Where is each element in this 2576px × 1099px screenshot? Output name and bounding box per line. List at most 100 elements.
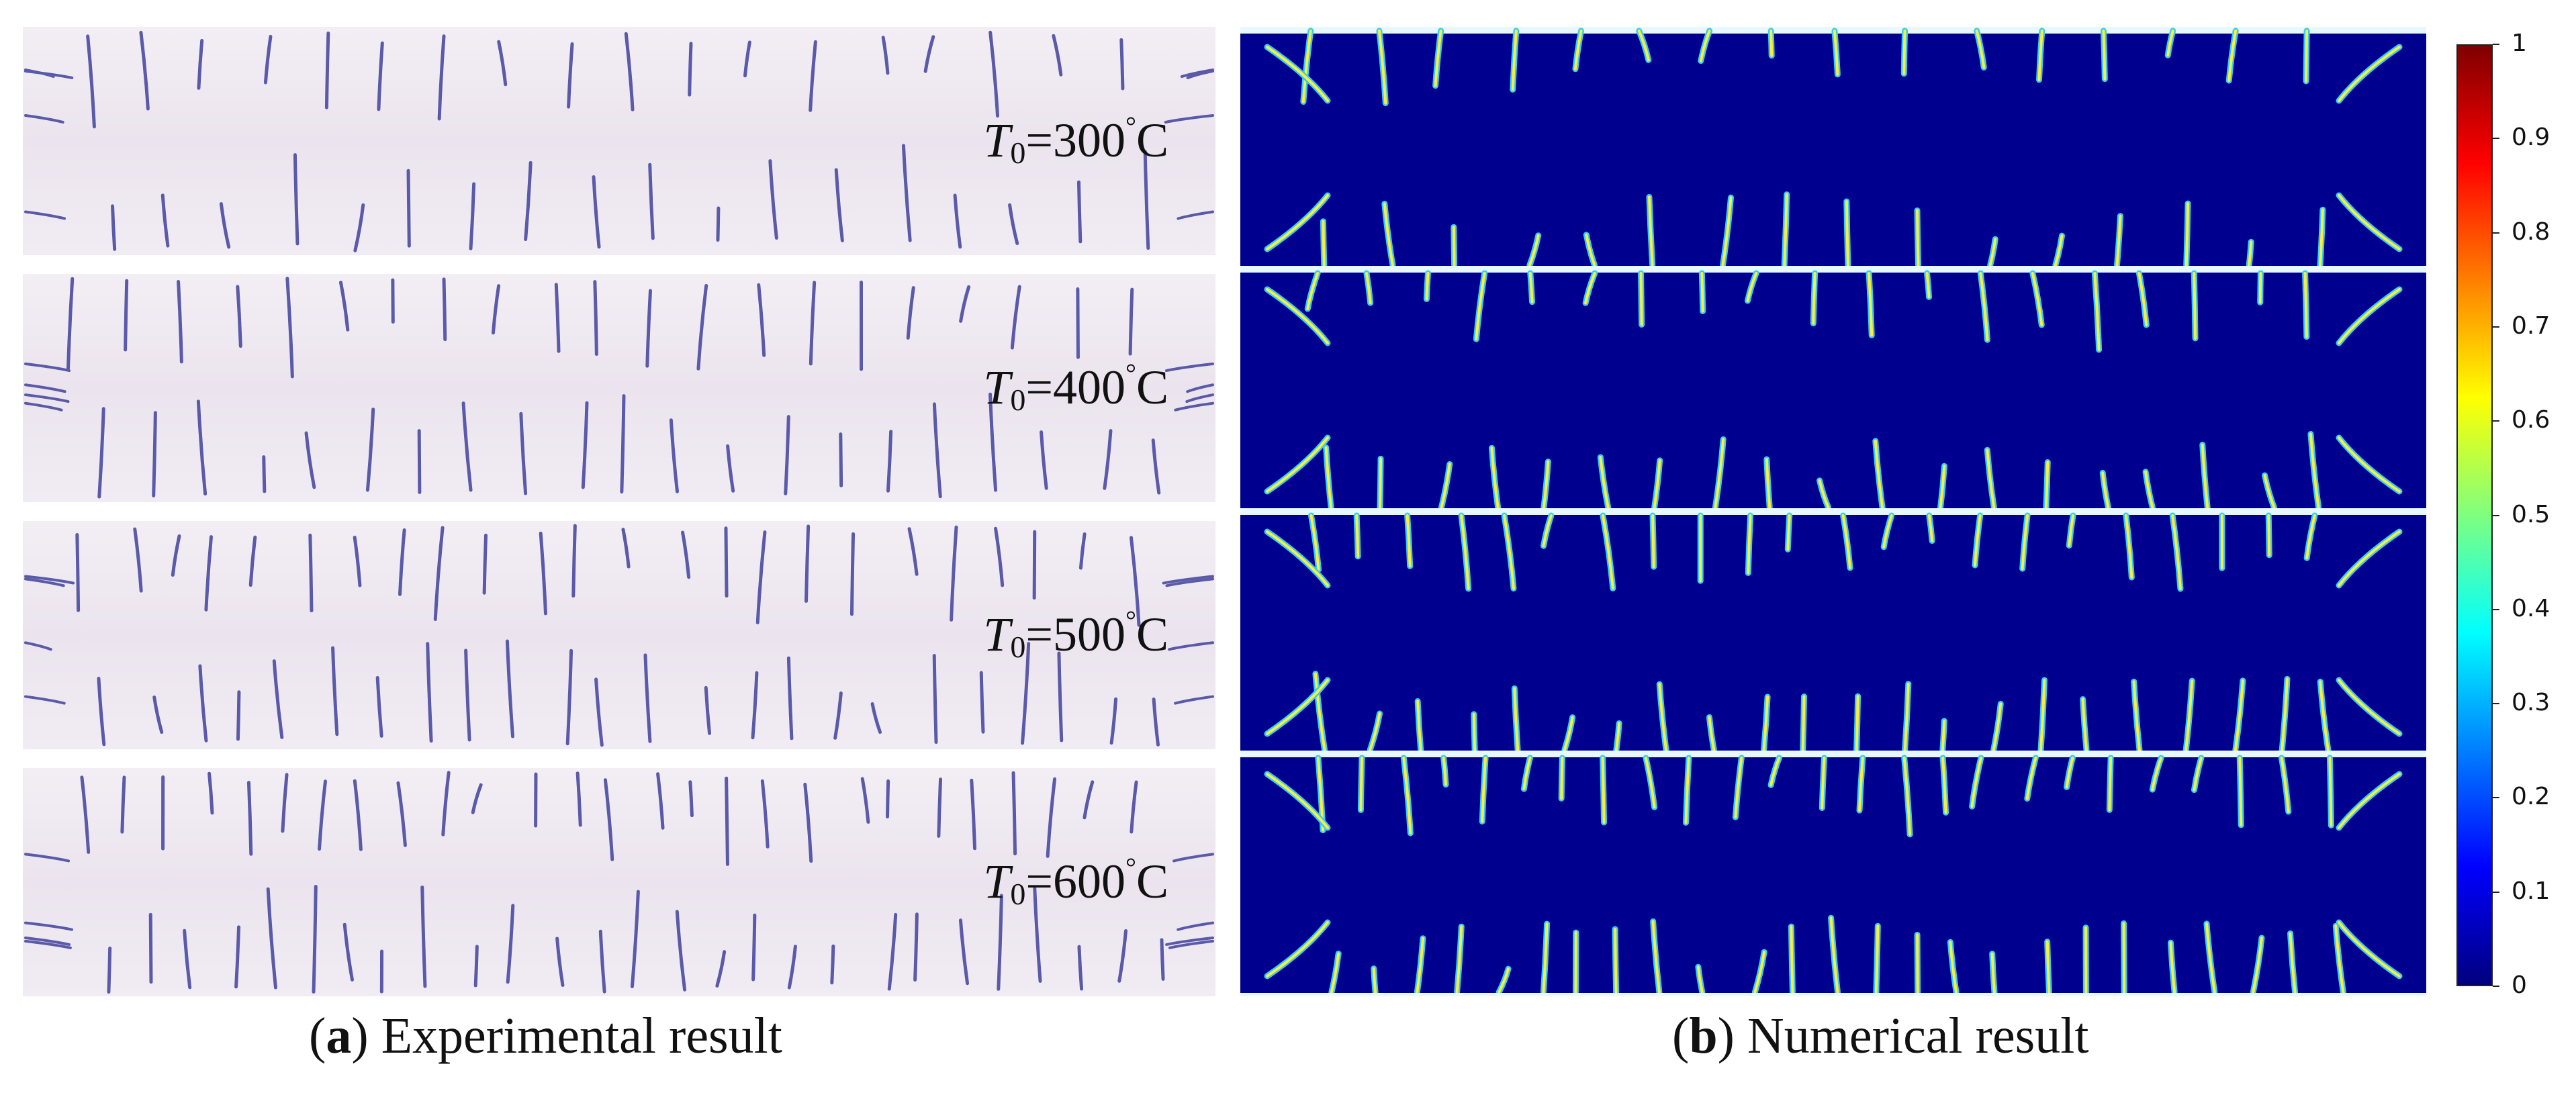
crack-line (554, 283, 561, 353)
crack-line (760, 779, 770, 849)
crack-line (308, 533, 314, 613)
damage-crack (1696, 965, 1704, 994)
damage-crack (1355, 514, 1360, 558)
crack-line (1083, 780, 1095, 820)
crack-line (1032, 530, 1037, 600)
damage-crack (1821, 757, 1826, 810)
damage-crack (1309, 514, 1320, 571)
crack-line (716, 206, 721, 242)
crack-line (24, 393, 70, 403)
crack-line (621, 528, 631, 569)
damage-crack (2338, 46, 2401, 102)
damage-crack (1511, 30, 1518, 91)
damage-crack (1266, 288, 1329, 344)
damage-crack (1818, 479, 1830, 509)
damage-crack (1434, 30, 1442, 87)
damage-crack-halo (1264, 44, 1331, 104)
crack-line (342, 922, 354, 982)
damage-crack (1925, 272, 1931, 299)
damage-crack (1490, 446, 1500, 509)
damage-crack (2108, 757, 2113, 812)
crack-line (437, 34, 446, 121)
crack-line (396, 781, 407, 847)
damage-crack (1369, 712, 1381, 751)
damage-crack-halo (2336, 44, 2403, 104)
damage-crack (2171, 514, 2182, 591)
crack-line (24, 210, 66, 220)
crack-line (420, 886, 427, 988)
damage-crack (1783, 193, 1788, 267)
crack-line (171, 534, 181, 577)
crack-line (953, 193, 962, 249)
crack-line (1186, 69, 1214, 79)
damage-crack (1599, 456, 1610, 509)
damage-crack (1542, 514, 1553, 548)
damage-crack (1841, 514, 1851, 569)
crack-line (97, 407, 105, 499)
damage-crack (1498, 967, 1510, 994)
crack-line (567, 42, 574, 109)
damage-crack (1266, 773, 1329, 829)
caption-experimental: (a) Experimental result (309, 1008, 782, 1064)
damage-crack (2338, 194, 2401, 250)
crack-line (471, 783, 483, 814)
damage-crack (1769, 757, 1781, 787)
damage-crack (2193, 272, 2197, 340)
damage-crack (1829, 916, 1839, 994)
colorbar-tick-label: 0.3 (2512, 689, 2550, 717)
crack-line (988, 30, 1000, 118)
crack-line (787, 945, 797, 990)
damage-crack (1769, 30, 1774, 57)
damage-crack (1324, 446, 1333, 509)
crack-line (726, 444, 735, 493)
crack-line (196, 399, 208, 496)
damage-crack (1475, 272, 1486, 341)
crack-line (565, 649, 573, 746)
crack-line (111, 204, 117, 251)
damage-crack (2267, 514, 2271, 557)
damage-boundary (1240, 266, 2426, 273)
damage-crack (2319, 680, 2330, 751)
crack-line (197, 38, 204, 90)
damage-crack (1986, 448, 1996, 509)
crack-line (86, 34, 96, 129)
damage-crack (2309, 432, 2320, 509)
crack-line (1177, 210, 1214, 220)
damage-crack (1644, 757, 1656, 809)
damage-crack (1560, 757, 1564, 800)
crack-line (809, 281, 817, 366)
damage-crack (1601, 757, 1606, 824)
damage-crack (1746, 272, 1758, 303)
damage-crack (1614, 722, 1621, 751)
damage-crack (2201, 443, 2209, 509)
damage-crack (1721, 196, 1733, 267)
damage-crack (2115, 214, 2122, 267)
crack-line (120, 775, 126, 834)
damage-crack (2227, 30, 2238, 82)
damage-crack-halo (2336, 434, 2403, 495)
crack-line (441, 771, 451, 837)
damage-crack (2234, 679, 2244, 751)
crack-line (803, 782, 813, 863)
damage-crack (1812, 272, 1816, 325)
crack-line (426, 642, 433, 743)
crack-line (979, 671, 985, 734)
crack-line (1077, 945, 1084, 991)
crack-line (1174, 401, 1214, 412)
crack-line (1168, 641, 1214, 651)
crack-line (1021, 642, 1031, 745)
damage-crack (2101, 471, 2110, 509)
crack-pattern (24, 277, 1214, 499)
damage-crack (1753, 951, 1766, 994)
crack-line (592, 175, 601, 249)
crack-line (656, 772, 665, 830)
crack-line (630, 890, 640, 988)
crack-line (24, 577, 65, 587)
damage-crack (2280, 757, 2290, 814)
crack-line (598, 929, 606, 994)
crack-line (1151, 438, 1161, 495)
crack-line (688, 42, 693, 97)
crack-line (581, 401, 589, 489)
damage-crack (1442, 757, 1448, 786)
